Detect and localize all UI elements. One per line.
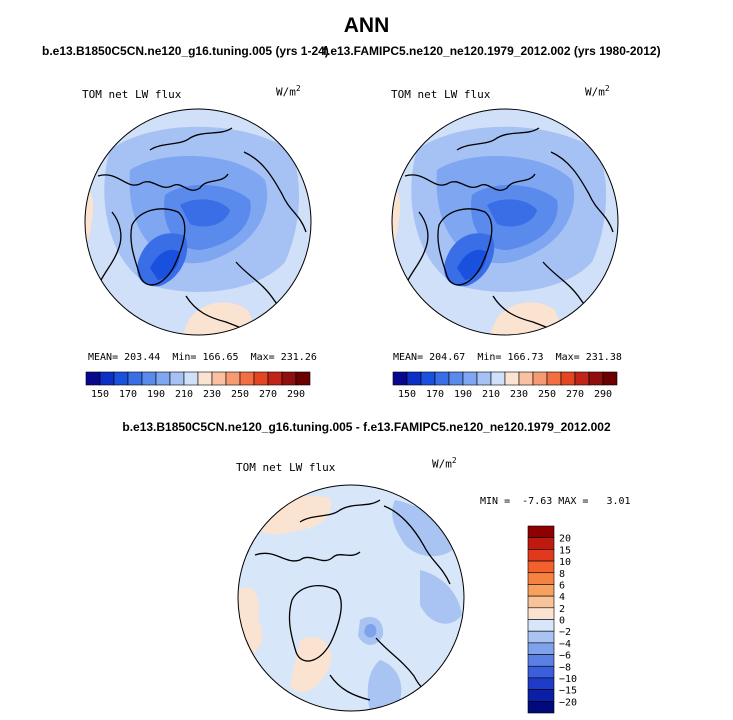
diff-colorbar-box [527,689,555,702]
panel1-colorbar-tick-label: 210 [175,389,193,400]
panel1-colorbar-box [267,371,283,386]
panel1-colorbar: 150 170 190 210 230 250 270 290 [85,371,311,400]
diff-field-label: TOM net LW flux [236,461,336,474]
panel2-colorbar-tick-label: 150 [398,389,416,400]
panel2-colorbar-box [392,371,408,386]
diff-colorbar-tick-label: −2 [559,627,571,638]
diff-colorbar-box [527,595,555,609]
diff-colorbar-tick-label: 20 [559,534,571,545]
panel1-colorbar-tick-label: 230 [203,389,221,400]
panel1-colorbar-box [169,371,185,386]
panel1-stats: MEAN= 203.44 Min= 166.65 Max= 231.26 [88,352,317,363]
diff-colorbar-box [527,701,555,714]
diff-colorbar-tick-label: 15 [559,545,571,556]
panel2-colorbar-box [560,371,576,386]
diff-colorbar-box [527,630,555,644]
panel2-units: W/m2 [585,84,610,99]
panel2-colorbar-tick-label: 190 [454,389,472,400]
diff-stats: MIN = -7.63 MAX = 3.01 [480,496,631,507]
panel2-colorbar-box [574,371,590,386]
main-title: ANN [343,14,390,37]
diff-colorbar-tick-label: 4 [559,592,565,603]
diff-colorbar-box [527,560,555,574]
diff-colorbar-box [527,642,555,655]
panel1-colorbar-box [141,371,157,386]
diff-colorbar-box [527,584,555,597]
panel1-colorbar-box [155,371,171,386]
diff-colorbar-tick-label: 6 [559,580,565,591]
panel1-colorbar-box [253,371,269,386]
panel2-colorbar-box [532,371,548,386]
panel2-colorbar-tick-label: 170 [426,389,444,400]
diff-colorbar-tick-label: −15 [559,686,577,697]
diff-colorbar-box [527,549,555,562]
diff-colorbar-box [527,665,555,679]
panel2-colorbar-box [462,371,478,386]
case1-title: b.e13.B1850C5CN.ne120_g16.tuning.005 (yr… [42,44,329,58]
diff-colorbar-tick-label: 8 [559,569,565,580]
diff-map [237,484,465,712]
panel2-colorbar-tick-label: 230 [510,389,528,400]
diff-colorbar-box [527,537,555,550]
panel1-colorbar-box [99,371,115,386]
panel2-stats: MEAN= 204.67 Min= 166.73 Max= 231.38 [393,352,622,363]
panel1-colorbar-box [239,371,255,386]
diff-colorbar-tick-label: 2 [559,604,565,615]
panel2-colorbar-box [602,371,618,386]
panel2-colorbar-tick-label: 210 [482,389,500,400]
panel2-colorbar-box [490,371,506,386]
panel2-field-label: TOM net LW flux [391,88,491,101]
panel1-colorbar-tick-label: 190 [147,389,165,400]
panel2-colorbar-box [420,371,436,386]
panel1-colorbar-box [113,371,129,386]
diff-colorbar-tick-label: 10 [559,557,571,568]
diff-colorbar-box [527,619,555,632]
panel1-colorbar-tick-label: 270 [259,389,277,400]
panel2-colorbar: 150 170 190 210 230 250 270 290 [392,371,618,400]
panel1-colorbar-tick-label: 250 [231,389,249,400]
diff-colorbar-tick-label: −10 [559,674,577,685]
diff-title: b.e13.B1850C5CN.ne120_g16.tuning.005 - f… [122,420,611,434]
diff-colorbar-box [527,654,555,667]
panel2-colorbar-box [406,371,422,386]
panel2-colorbar-box [546,371,562,386]
panel2-colorbar-box [434,371,450,386]
diff-colorbar-tick-label: −4 [559,639,571,650]
panel2-colorbar-box [518,371,534,386]
panel2-colorbar-box [448,371,464,386]
panel2-colorbar-box [588,371,604,386]
case2-title: f.e13.FAMIPC5.ne120_ne120.1979_2012.002 … [323,44,661,58]
panel1-colorbar-tick-label: 290 [287,389,305,400]
diff-colorbar-tick-label: −6 [559,651,571,662]
diff-colorbar-box [527,607,555,620]
panel2-colorbar-box [504,371,520,386]
panel2-colorbar-tick-label: 290 [594,389,612,400]
panel1-colorbar-box [85,371,101,386]
diff-colorbar-tick-label: 0 [559,616,565,627]
panel2-colorbar-box [476,371,492,386]
panel1-colorbar-box [197,371,213,386]
panel1-colorbar-box [127,371,143,386]
diff-colorbar-box [527,572,555,585]
panel1-colorbar-box [183,371,199,386]
diff-colorbar-tick-label: −20 [559,697,577,708]
panel1-units: W/m2 [276,84,301,99]
panel1-map [84,108,312,336]
panel2-colorbar-tick-label: 250 [538,389,556,400]
diff-colorbar-tick-label: −8 [559,662,571,673]
panel1-colorbar-tick-label: 150 [91,389,109,400]
panel1-colorbar-box [211,371,227,386]
panel1-colorbar-box [225,371,241,386]
panel1-colorbar-box [281,371,297,386]
panel1-colorbar-box [295,371,311,386]
panel1-colorbar-tick-label: 170 [119,389,137,400]
diff-colorbar-box [527,525,555,538]
panel2-map [391,108,619,336]
diff-units: W/m2 [432,456,457,471]
diff-colorbar-box [527,677,555,690]
panel1-field-label: TOM net LW flux [82,88,182,101]
panel2-colorbar-tick-label: 270 [566,389,584,400]
